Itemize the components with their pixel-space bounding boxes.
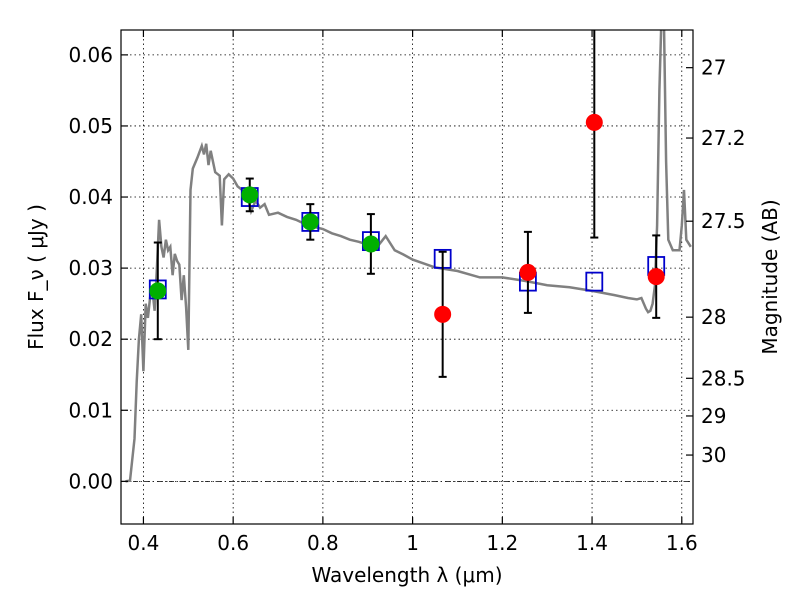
y-axis-ticks: 0.00 0.01 0.02 0.03 0.04 0.05 0.06 <box>68 43 128 493</box>
x-tick-label: 1.2 <box>486 531 518 555</box>
y-tick-label: 0.02 <box>68 327 113 351</box>
x-axis-label: Wavelength λ (μm) <box>311 563 502 587</box>
mag-tick-label: 27.2 <box>701 126 746 150</box>
x-tick-label: 0.6 <box>217 531 249 555</box>
y-tick-label: 0.04 <box>68 185 113 209</box>
x-tick-label: 1.6 <box>666 531 698 555</box>
model-flux-square <box>585 271 604 292</box>
y-tick-label: 0.05 <box>68 114 113 138</box>
mag-tick-label: 28.5 <box>701 366 746 390</box>
y-tick-label: 0.06 <box>68 43 113 67</box>
y-axis-label: Flux F_ν ( μJy ) <box>24 204 48 350</box>
mag-tick-label: 27 <box>701 56 726 80</box>
plot-frame <box>120 29 694 525</box>
data-points <box>148 30 666 378</box>
y-tick-label: 0.01 <box>68 398 113 422</box>
detections-point <box>241 186 259 204</box>
nir-points-point <box>434 305 452 323</box>
detections-point <box>301 213 319 231</box>
mag-tick-label: 29 <box>701 404 726 428</box>
x-tick-label: 0.8 <box>307 531 339 555</box>
mag-tick-label: 27.5 <box>701 209 746 233</box>
y-tick-label: 0.00 <box>68 469 113 493</box>
right-axis-label: Magnitude (AB) <box>758 199 782 354</box>
magnitude-axis-ticks: 27 27.2 27.5 28 28.5 29 30 <box>686 56 746 467</box>
nir-points-point <box>647 268 665 286</box>
x-axis-ticks: 0.4 0.6 0.8 1 1.2 1.4 1.6 <box>128 30 698 555</box>
x-tick-label: 0.4 <box>128 531 160 555</box>
mag-tick-label: 30 <box>701 443 726 467</box>
grid-lines <box>121 30 693 524</box>
x-tick-label: 1.4 <box>576 531 608 555</box>
detections-point <box>149 282 167 300</box>
model-spectrum-line <box>125 30 692 483</box>
nir-points-point <box>519 263 537 281</box>
x-tick-label: 1 <box>406 531 419 555</box>
nir-points-point <box>585 113 603 131</box>
mag-tick-label: 28 <box>701 305 726 329</box>
y-tick-label: 0.03 <box>68 256 113 280</box>
detections-point <box>362 235 380 253</box>
